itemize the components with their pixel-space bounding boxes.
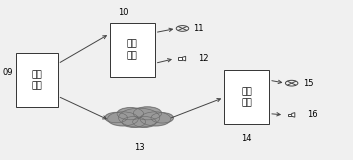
Bar [178,57,183,60]
Text: 09: 09 [2,68,13,77]
Polygon shape [183,56,186,61]
FancyBboxPatch shape [110,23,155,77]
Ellipse shape [151,113,173,123]
Ellipse shape [119,108,160,127]
Polygon shape [292,113,295,117]
Text: 16: 16 [307,110,318,119]
Ellipse shape [105,112,127,123]
FancyBboxPatch shape [16,53,58,107]
Ellipse shape [133,107,162,120]
Text: 11: 11 [193,24,204,33]
Ellipse shape [108,112,138,126]
Ellipse shape [140,112,171,126]
Text: 10: 10 [118,8,128,16]
Text: 本地
告警: 本地 告警 [127,40,138,60]
Bar [288,114,292,116]
Text: 14: 14 [241,134,252,143]
Text: 13: 13 [134,143,144,152]
Text: 12: 12 [198,54,209,63]
Text: 告警
控制: 告警 控制 [31,70,42,90]
FancyBboxPatch shape [224,71,269,124]
Ellipse shape [133,116,156,127]
Ellipse shape [117,108,144,120]
Ellipse shape [122,116,146,127]
Text: 15: 15 [303,79,313,88]
Text: 遠程
告警: 遠程 告警 [241,87,252,108]
